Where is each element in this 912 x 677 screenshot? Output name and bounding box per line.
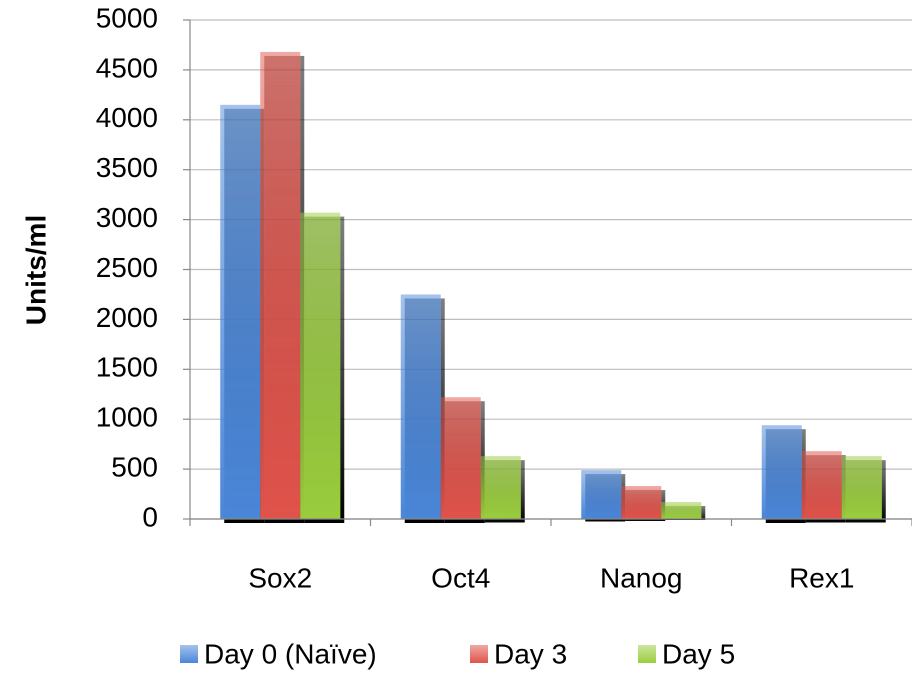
y-tick-label: 4500 <box>96 52 158 83</box>
y-axis-label: Units/ml <box>20 215 51 325</box>
y-tick-label: 5000 <box>96 2 158 33</box>
bar <box>841 456 882 519</box>
y-tick-label: 3500 <box>96 152 158 183</box>
y-tick-label: 2000 <box>96 302 158 333</box>
y-tick-label: 1000 <box>96 402 158 433</box>
x-tick-label: Nanog <box>600 562 683 593</box>
bar <box>621 486 662 519</box>
bar <box>300 212 341 519</box>
bar <box>440 397 481 519</box>
y-tick-label: 3000 <box>96 202 158 233</box>
bar <box>400 294 441 519</box>
y-tick-label: 0 <box>142 501 158 532</box>
bar <box>801 451 842 519</box>
bar <box>581 470 622 519</box>
legend-marker <box>470 645 488 663</box>
y-tick-label: 1500 <box>96 352 158 383</box>
legend-label: Day 5 <box>662 638 735 669</box>
legend-marker <box>638 645 656 663</box>
y-tick-label: 2500 <box>96 252 158 283</box>
legend-label: Day 3 <box>494 638 567 669</box>
bar <box>661 502 702 519</box>
y-tick-label: 500 <box>111 451 158 482</box>
y-tick-label: 4000 <box>96 102 158 133</box>
legend-label: Day 0 (Naïve) <box>204 638 377 669</box>
bar <box>220 104 261 519</box>
legend-marker <box>180 645 198 663</box>
x-tick-label: Oct4 <box>431 562 490 593</box>
x-tick-label: Rex1 <box>789 562 854 593</box>
bar <box>761 425 802 519</box>
bar <box>480 456 521 519</box>
bar <box>260 51 301 519</box>
x-tick-label: Sox2 <box>248 562 312 593</box>
